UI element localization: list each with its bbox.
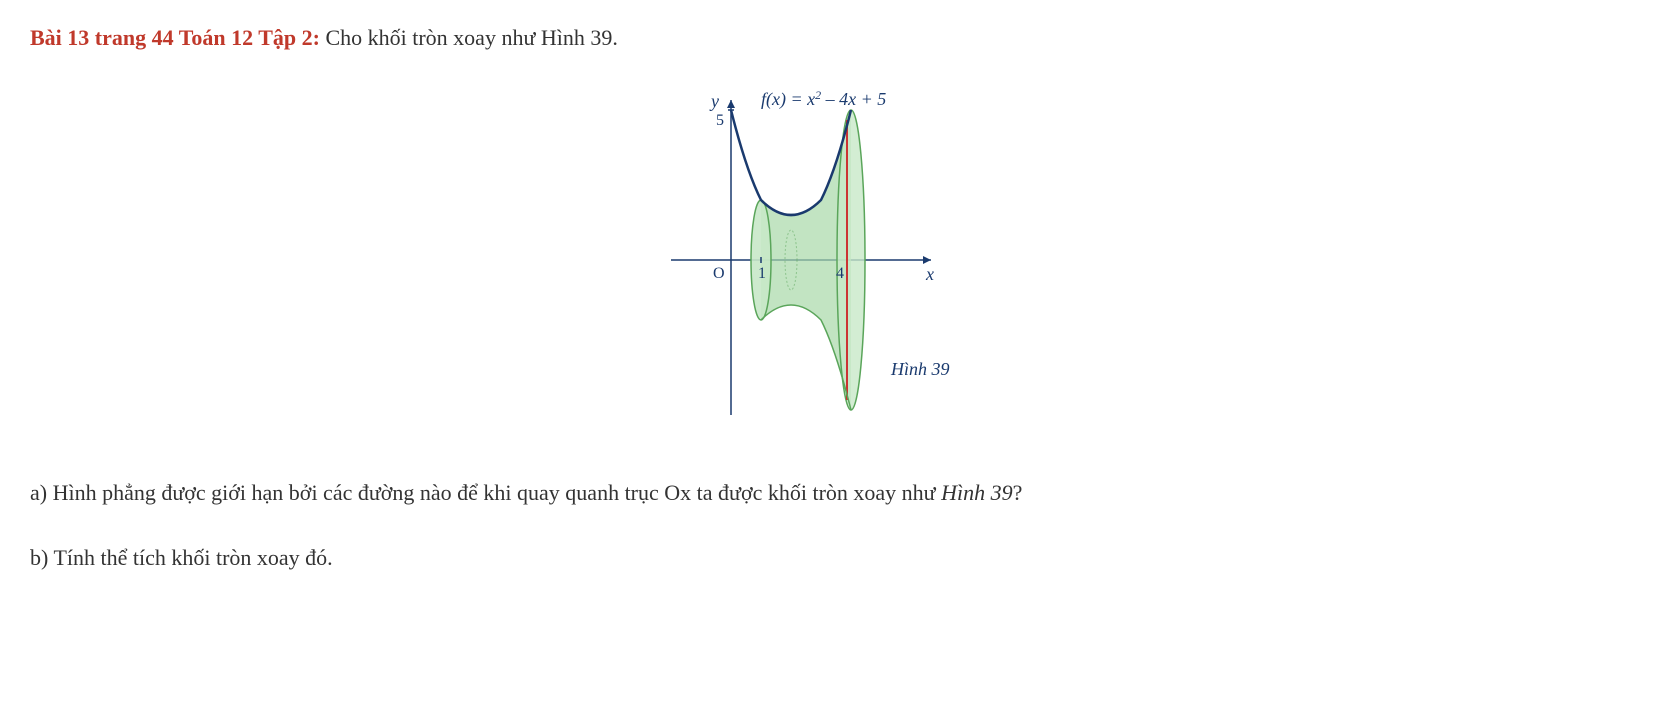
question-b: b) Tính thể tích khối tròn xoay đó.: [30, 540, 1631, 575]
y-axis-label: y: [709, 91, 719, 111]
x-axis-label: x: [925, 264, 934, 284]
y-axis-arrow: [727, 100, 735, 108]
problem-header: Bài 13 trang 44 Toán 12 Tập 2: Cho khối …: [30, 20, 1631, 55]
question-b-text: Tính thể tích khối tròn xoay đó.: [53, 545, 332, 570]
x-tick-1-label: 1: [758, 265, 766, 282]
solid-of-revolution-svg: y x O 5 1 4 f(x) = x2 – 4x + 5 Hình 39: [631, 85, 1031, 435]
question-b-prefix: b): [30, 545, 53, 570]
question-a: a) Hình phẳng được giới hạn bởi các đườn…: [30, 475, 1631, 510]
right-ellipse: [837, 110, 865, 410]
question-a-suffix: ?: [1013, 480, 1023, 505]
origin-label: O: [713, 265, 725, 282]
question-a-text: Hình phẳng được giới hạn bởi các đường n…: [53, 480, 942, 505]
formula-label: f(x) = x2 – 4x + 5: [761, 88, 886, 110]
y-tick-5-label: 5: [716, 112, 724, 129]
question-a-prefix: a): [30, 480, 53, 505]
figure-39: y x O 5 1 4 f(x) = x2 – 4x + 5 Hình 39: [631, 85, 1031, 435]
figure-caption: Hình 39: [890, 359, 950, 379]
figure-container: y x O 5 1 4 f(x) = x2 – 4x + 5 Hình 39: [30, 85, 1631, 435]
question-a-italic: Hình 39: [941, 480, 1013, 505]
problem-intro: Cho khối tròn xoay như Hình 39.: [325, 25, 617, 50]
x-tick-4-label: 4: [836, 265, 844, 282]
problem-title: Bài 13 trang 44 Toán 12 Tập 2:: [30, 25, 320, 50]
x-axis-arrow: [923, 256, 931, 264]
